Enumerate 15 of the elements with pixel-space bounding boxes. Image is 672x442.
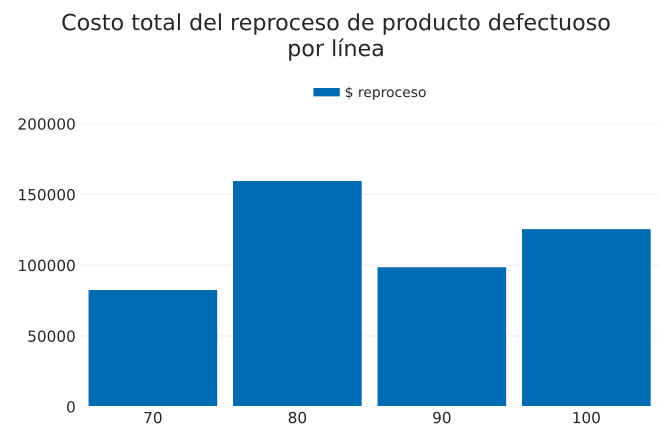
x-tick-label: 70: [144, 412, 162, 424]
bar: [87, 288, 219, 407]
chart-title: Costo total del reproceso de producto defectuoso por línea: [62, 13, 610, 61]
x-tick-label: 100: [573, 412, 600, 424]
x-tick-label: 80: [288, 412, 306, 424]
y-tick-label: 200000: [18, 118, 75, 130]
y-tick-label: 0: [67, 401, 75, 413]
y-tick-label: 100000: [19, 260, 75, 272]
y-tick-label: 150000: [19, 188, 75, 200]
bar: [376, 266, 508, 407]
bar: [520, 228, 652, 407]
x-tick-label: 90: [433, 412, 451, 424]
legend-label: $ reproceso: [346, 86, 426, 100]
bar: [232, 180, 364, 407]
y-tick-label: 50000: [28, 330, 75, 342]
